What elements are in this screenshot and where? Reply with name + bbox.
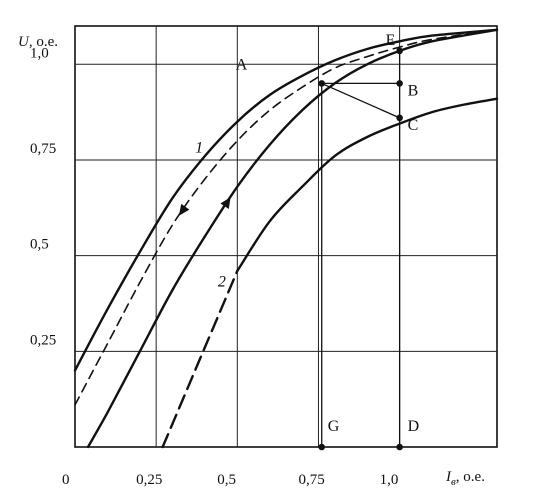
plot-frame bbox=[74, 25, 498, 448]
point-label-B: B bbox=[408, 82, 419, 99]
point-label-E: E bbox=[386, 32, 396, 49]
point-A bbox=[318, 80, 326, 87]
point-label-G: G bbox=[328, 418, 340, 435]
point-G bbox=[318, 443, 326, 451]
y-axis-unit: , о.е. bbox=[29, 34, 58, 50]
y-axis-symbol: U bbox=[18, 34, 30, 50]
y-axis-label: U, о.е. bbox=[18, 34, 58, 50]
direction-arrow-up bbox=[220, 197, 231, 209]
x-axis-symbol: I bbox=[445, 469, 452, 485]
series-curve1-ascending bbox=[86, 28, 499, 449]
point-label-C: C bbox=[408, 117, 419, 134]
series-curve2-dashed-part bbox=[161, 269, 239, 449]
point-label-D: D bbox=[408, 418, 420, 435]
series-curve1-mid-dashed bbox=[74, 29, 498, 406]
point-D bbox=[396, 443, 403, 451]
series-curve2-solid-part bbox=[236, 97, 499, 273]
x-axis-unit: , о.е. bbox=[456, 469, 485, 485]
x-tick-label: 0 bbox=[62, 472, 70, 488]
series-layer bbox=[73, 28, 499, 449]
y-tick-label: 0,5 bbox=[30, 237, 49, 253]
y-tick-label: 0,75 bbox=[30, 141, 56, 157]
curve-label-1: 1 bbox=[195, 139, 203, 156]
segment-AC bbox=[321, 82, 400, 119]
point-E bbox=[396, 47, 403, 55]
direction-arrow-down bbox=[178, 203, 190, 216]
x-tick-label: 0,25 bbox=[136, 472, 162, 488]
y-tick-label: 1,0 bbox=[30, 45, 49, 61]
x-axis-subscript: в bbox=[451, 476, 456, 488]
labels-layer: 0 0,25 0,5 0,75 1,0 0,25 0,5 0,75 1,0 A B C E G D 1 2 bbox=[30, 32, 419, 488]
x-tick-label: 1,0 bbox=[380, 472, 399, 488]
grid bbox=[74, 25, 498, 448]
y-tick-label: 0,25 bbox=[30, 332, 56, 348]
point-B bbox=[396, 80, 403, 87]
curve-label-2: 2 bbox=[218, 273, 226, 290]
x-tick-label: 0,75 bbox=[298, 472, 324, 488]
x-tick-label: 0,5 bbox=[217, 472, 236, 488]
x-axis-label: Iв, о.е. bbox=[445, 469, 485, 488]
marks-layer bbox=[178, 47, 403, 451]
point-label-A: A bbox=[236, 56, 248, 73]
series-curve1-descending bbox=[73, 28, 499, 372]
point-C bbox=[396, 114, 403, 122]
